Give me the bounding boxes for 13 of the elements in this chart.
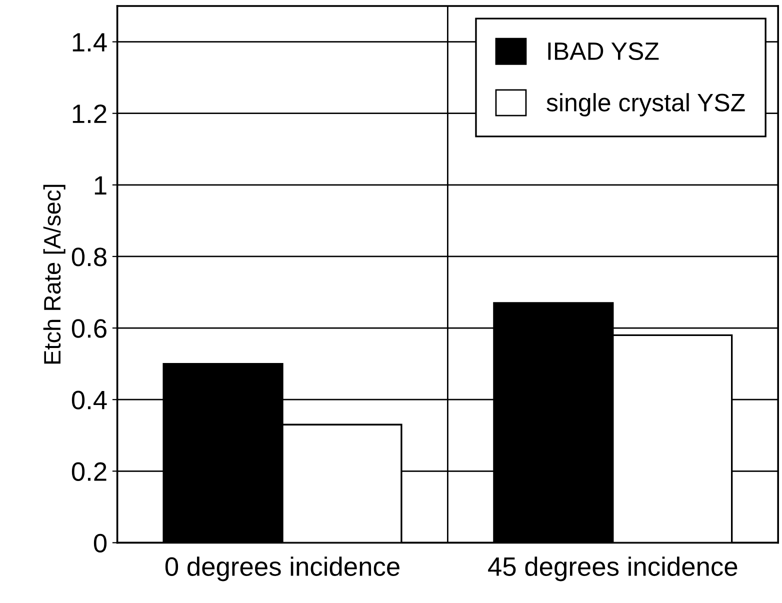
- y-tick-label: 1.2: [72, 104, 106, 123]
- x-tick-label: 0 degrees incidence: [165, 556, 400, 582]
- legend-label: single crystal YSZ: [546, 93, 745, 116]
- y-tick-label: 0.6: [72, 319, 106, 338]
- y-tick-label: 0.4: [72, 390, 107, 410]
- y-tick-label: 1.4: [72, 33, 107, 52]
- y-tick-label: 0.2: [72, 462, 106, 481]
- y-tick-label: 1: [94, 176, 106, 194]
- legend-label: IBAD YSZ: [548, 42, 659, 60]
- y-tick-label: 0: [94, 534, 107, 553]
- y-tick-label: 0.8: [72, 248, 106, 266]
- x-tick-label: 45 degrees incidence: [488, 556, 738, 582]
- y-axis-title: Etch Rate [A/sec]: [43, 184, 66, 364]
